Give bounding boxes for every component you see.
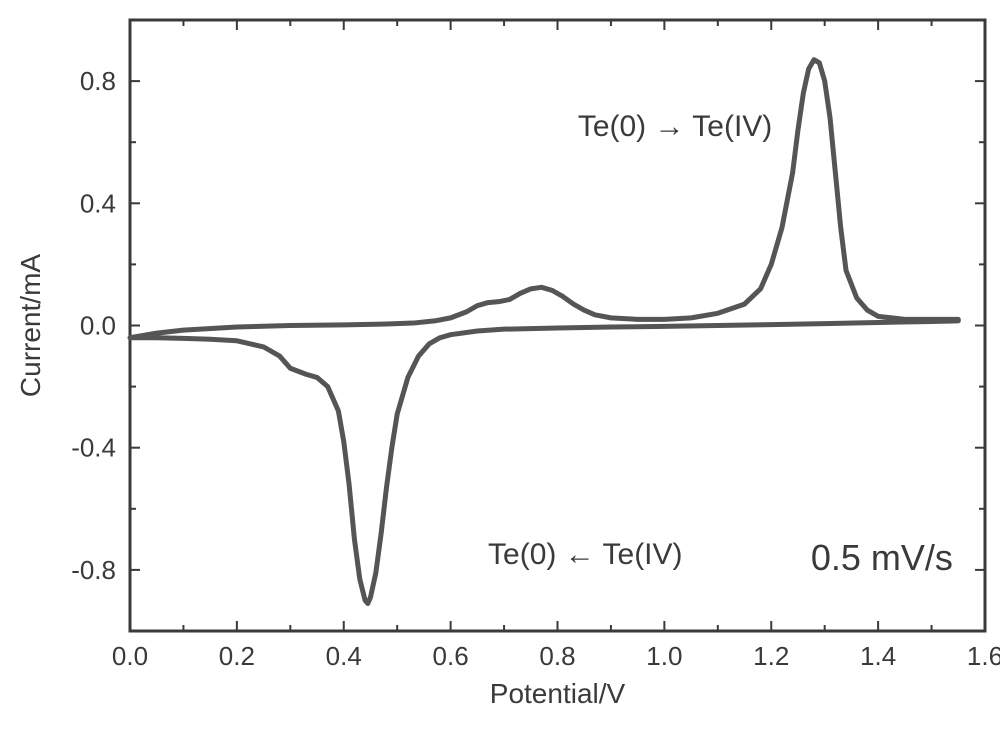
x-tick-label: 0.2 [219,641,255,671]
scan-rate-annotation: 0.5 mV/s [811,537,953,578]
x-tick-label: 0.0 [112,641,148,671]
y-tick-label: -0.8 [71,555,116,585]
cv-curve [130,60,958,604]
x-tick-label: 0.6 [433,641,469,671]
x-axis-label: Potential/V [490,678,626,709]
x-tick-label: 1.4 [860,641,896,671]
x-tick-label: 0.8 [539,641,575,671]
y-axis-label: Current/mA [15,254,46,397]
y-tick-label: 0.8 [80,66,116,96]
y-tick-labels: -0.8 -0.4 0.0 0.4 0.8 [71,66,116,585]
y-tick-label: -0.4 [71,433,116,463]
x-tick-label: 1.0 [646,641,682,671]
y-tick-label: 0.0 [80,311,116,341]
oxidation-annotation: Te(0) → Te(IV) [578,110,773,143]
x-tick-label: 1.2 [753,641,789,671]
x-tick-label: 1.6 [967,641,1000,671]
y-tick-label: 0.4 [80,188,116,218]
x-tick-label: 0.4 [326,641,362,671]
cv-chart: 0.00.20.40.60.81.01.21.41.6 -0.8-0.40.00… [0,0,1000,731]
reduction-annotation: Te(0) ← Te(IV) [488,538,683,571]
x-tick-labels: 0.0 0.2 0.4 0.6 0.8 1.0 1.2 1.4 1.6 [112,641,1000,671]
cv-chart-svg: 0.00.20.40.60.81.01.21.41.6 -0.8-0.40.00… [0,0,1000,731]
